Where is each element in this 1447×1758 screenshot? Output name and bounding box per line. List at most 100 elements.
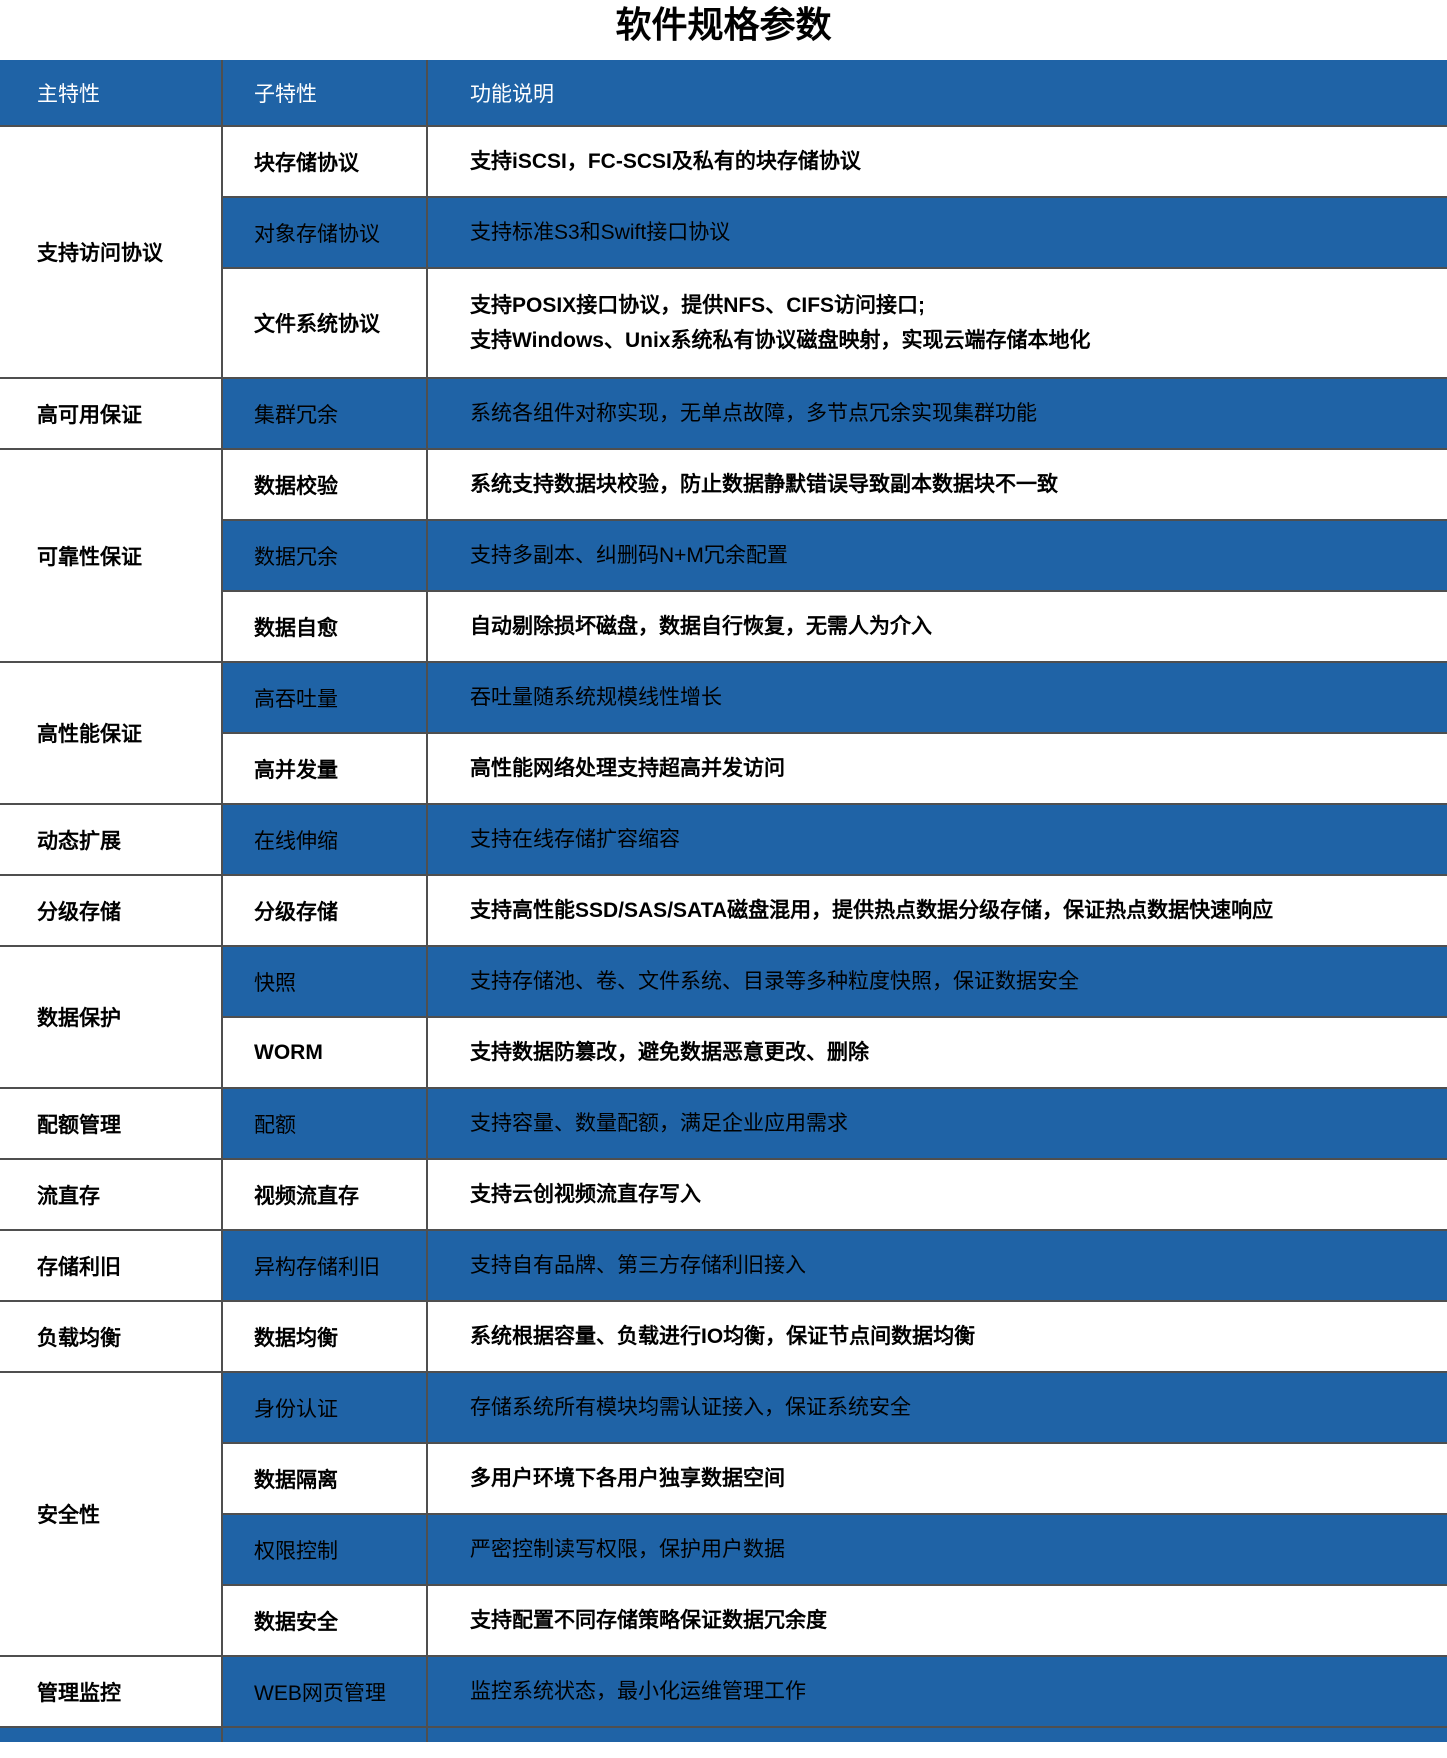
sub-feature-cell: 集群冗余 bbox=[221, 377, 427, 449]
sub-feature-cell: 异构存储利旧 bbox=[221, 1229, 427, 1301]
cutoff-cell bbox=[221, 1726, 427, 1742]
cutoff-next-row bbox=[0, 1726, 1447, 1742]
description-cell: 支持高性能SSD/SAS/SATA磁盘混用，提供热点数据分级存储，保证热点数据快… bbox=[426, 874, 1447, 946]
page-title: 软件规格参数 bbox=[615, 4, 832, 45]
description-line: 支持存储池、卷、文件系统、目录等多种粒度快照，保证数据安全 bbox=[470, 970, 1079, 993]
table-header-row: 主特性 子特性 功能说明 bbox=[0, 60, 1447, 126]
main-feature-cell: 管理监控 bbox=[0, 1655, 222, 1727]
sub-feature-cell: 高并发量 bbox=[221, 732, 427, 804]
table-row: 流直存 视频流直存 支持云创视频流直存写入 bbox=[0, 1158, 1447, 1230]
description-cell: 支持在线存储扩容缩容 bbox=[426, 803, 1447, 875]
sub-feature-cell: 数据安全 bbox=[221, 1584, 427, 1656]
table-row: 动态扩展 在线伸缩 支持在线存储扩容缩容 bbox=[0, 803, 1447, 875]
description-cell: 支持存储池、卷、文件系统、目录等多种粒度快照，保证数据安全 bbox=[426, 945, 1447, 1017]
description-cell: 支持标准S3和Swift接口协议 bbox=[426, 196, 1447, 268]
description-line: 系统支持数据块校验，防止数据静默错误导致副本数据块不一致 bbox=[470, 473, 1058, 496]
table-row: 数据自愈 自动剔除损坏磁盘，数据自行恢复，无需人为介入 bbox=[0, 590, 1447, 662]
description-line: 存储系统所有模块均需认证接入，保证系统安全 bbox=[470, 1396, 911, 1419]
main-feature-cell: 数据保护 bbox=[0, 945, 222, 1088]
table-row: 高并发量 高性能网络处理支持超高并发访问 bbox=[0, 732, 1447, 804]
main-feature-cell: 配额管理 bbox=[0, 1087, 222, 1159]
description-line: 支持自有品牌、第三方存储利旧接入 bbox=[470, 1254, 806, 1277]
main-feature-cell: 安全性 bbox=[0, 1371, 222, 1656]
description-cell: 自动剔除损坏磁盘，数据自行恢复，无需人为介入 bbox=[426, 590, 1447, 662]
description-cell: 系统支持数据块校验，防止数据静默错误导致副本数据块不一致 bbox=[426, 448, 1447, 520]
main-feature-cell: 存储利旧 bbox=[0, 1229, 222, 1301]
description-line: 支持容量、数量配额，满足企业应用需求 bbox=[470, 1112, 848, 1135]
table-row: 负载均衡 数据均衡 系统根据容量、负载进行IO均衡，保证节点间数据均衡 bbox=[0, 1300, 1447, 1372]
sub-feature-cell: 高吞吐量 bbox=[221, 661, 427, 733]
sub-feature-cell: 数据校验 bbox=[221, 448, 427, 520]
sub-feature-cell: 数据冗余 bbox=[221, 519, 427, 591]
description-line: 支持云创视频流直存写入 bbox=[470, 1183, 701, 1206]
sub-feature-cell: 身份认证 bbox=[221, 1371, 427, 1443]
description-cell: 多用户环境下各用户独享数据空间 bbox=[426, 1442, 1447, 1514]
table-row: 权限控制 严密控制读写权限，保护用户数据 bbox=[0, 1513, 1447, 1585]
main-feature-cell: 分级存储 bbox=[0, 874, 222, 946]
description-line: 支持高性能SSD/SAS/SATA磁盘混用，提供热点数据分级存储，保证热点数据快… bbox=[470, 899, 1274, 922]
table-row: 高性能保证 高吞吐量 吞吐量随系统规模线性增长 bbox=[0, 661, 1447, 804]
description-cell: 吞吐量随系统规模线性增长 bbox=[426, 661, 1447, 733]
cutoff-cell bbox=[426, 1726, 1447, 1742]
description-cell: 支持容量、数量配额，满足企业应用需求 bbox=[426, 1087, 1447, 1159]
header-main-feature: 主特性 bbox=[0, 60, 222, 126]
description-line: 支持在线存储扩容缩容 bbox=[470, 828, 680, 851]
description-line: 支持配置不同存储策略保证数据冗余度 bbox=[470, 1609, 827, 1632]
description-line: 支持数据防篡改，避免数据恶意更改、删除 bbox=[470, 1041, 869, 1064]
description-cell: 支持多副本、纠删码N+M冗余配置 bbox=[426, 519, 1447, 591]
table-row: 对象存储协议 支持标准S3和Swift接口协议 bbox=[0, 196, 1447, 268]
sub-feature-cell: 配额 bbox=[221, 1087, 427, 1159]
sub-feature-cell: 块存储协议 bbox=[221, 125, 427, 197]
table-row: 配额管理 配额 支持容量、数量配额，满足企业应用需求 bbox=[0, 1087, 1447, 1159]
description-line: 支持Windows、Unix系统私有协议磁盘映射，实现云端存储本地化 bbox=[470, 329, 1091, 352]
sub-feature-cell: 分级存储 bbox=[221, 874, 427, 946]
table-row: 可靠性保证 数据校验 系统支持数据块校验，防止数据静默错误导致副本数据块不一致 bbox=[0, 448, 1447, 662]
table-row: 高可用保证 集群冗余 系统各组件对称实现，无单点故障，多节点冗余实现集群功能 bbox=[0, 377, 1447, 449]
main-feature-cell: 可靠性保证 bbox=[0, 448, 222, 662]
main-feature-cell: 高性能保证 bbox=[0, 661, 222, 804]
description-cell: 监控系统状态，最小化运维管理工作 bbox=[426, 1655, 1447, 1727]
main-feature-cell: 支持访问协议 bbox=[0, 125, 222, 378]
spec-table: 主特性 子特性 功能说明 支持访问协议 块存储协议 支持iSCSI，FC-SCSI及… bbox=[0, 60, 1447, 1742]
description-cell: 支持配置不同存储策略保证数据冗余度 bbox=[426, 1584, 1447, 1656]
sub-feature-cell: 文件系统协议 bbox=[221, 267, 427, 378]
table-row: 文件系统协议 支持POSIX接口协议，提供NFS、CIFS访问接口; 支持Windo… bbox=[0, 267, 1447, 378]
main-feature-cell: 动态扩展 bbox=[0, 803, 222, 875]
table-row: 管理监控 WEB网页管理 监控系统状态，最小化运维管理工作 bbox=[0, 1655, 1447, 1727]
main-feature-cell: 负载均衡 bbox=[0, 1300, 222, 1372]
description-line: 多用户环境下各用户独享数据空间 bbox=[470, 1467, 785, 1490]
sub-feature-cell: WORM bbox=[221, 1016, 427, 1088]
description-line: 系统各组件对称实现，无单点故障，多节点冗余实现集群功能 bbox=[470, 402, 1037, 425]
table-row: 数据保护 快照 支持存储池、卷、文件系统、目录等多种粒度快照，保证数据安全 bbox=[0, 945, 1447, 1088]
table-row: WORM 支持数据防篡改，避免数据恶意更改、删除 bbox=[0, 1016, 1447, 1088]
description-line: 支持POSIX接口协议，提供NFS、CIFS访问接口; bbox=[470, 294, 926, 317]
description-cell: 支持iSCSI，FC-SCSI及私有的块存储协议 bbox=[426, 125, 1447, 197]
description-cell: 严密控制读写权限，保护用户数据 bbox=[426, 1513, 1447, 1585]
table-row: 数据隔离 多用户环境下各用户独享数据空间 bbox=[0, 1442, 1447, 1514]
description-cell: 高性能网络处理支持超高并发访问 bbox=[426, 732, 1447, 804]
description-line: 支持标准S3和Swift接口协议 bbox=[470, 221, 731, 244]
description-line: 监控系统状态，最小化运维管理工作 bbox=[470, 1680, 806, 1703]
table-row: 分级存储 分级存储 支持高性能SSD/SAS/SATA磁盘混用，提供热点数据分级存储… bbox=[0, 874, 1447, 946]
sub-feature-cell: WEB网页管理 bbox=[221, 1655, 427, 1727]
description-cell: 支持自有品牌、第三方存储利旧接入 bbox=[426, 1229, 1447, 1301]
description-cell: 存储系统所有模块均需认证接入，保证系统安全 bbox=[426, 1371, 1447, 1443]
description-line: 支持iSCSI，FC-SCSI及私有的块存储协议 bbox=[470, 150, 861, 173]
table-row: 存储利旧 异构存储利旧 支持自有品牌、第三方存储利旧接入 bbox=[0, 1229, 1447, 1301]
main-feature-cell: 流直存 bbox=[0, 1158, 222, 1230]
description-cell: 支持POSIX接口协议，提供NFS、CIFS访问接口; 支持Windows、Uni… bbox=[426, 267, 1447, 378]
description-line: 吞吐量随系统规模线性增长 bbox=[470, 686, 722, 709]
sub-feature-cell: 视频流直存 bbox=[221, 1158, 427, 1230]
header-sub-feature: 子特性 bbox=[221, 60, 427, 126]
table-row: 安全性 身份认证 存储系统所有模块均需认证接入，保证系统安全 bbox=[0, 1371, 1447, 1656]
cutoff-cell bbox=[0, 1726, 222, 1742]
description-cell: 支持云创视频流直存写入 bbox=[426, 1158, 1447, 1230]
table-row: 支持访问协议 块存储协议 支持iSCSI，FC-SCSI及私有的块存储协议 bbox=[0, 125, 1447, 378]
description-cell: 系统各组件对称实现，无单点故障，多节点冗余实现集群功能 bbox=[426, 377, 1447, 449]
sub-feature-cell: 数据自愈 bbox=[221, 590, 427, 662]
table-row: 数据冗余 支持多副本、纠删码N+M冗余配置 bbox=[0, 519, 1447, 591]
description-cell: 系统根据容量、负载进行IO均衡，保证节点间数据均衡 bbox=[426, 1300, 1447, 1372]
description-cell: 支持数据防篡改，避免数据恶意更改、删除 bbox=[426, 1016, 1447, 1088]
description-line: 支持多副本、纠删码N+M冗余配置 bbox=[470, 544, 788, 567]
